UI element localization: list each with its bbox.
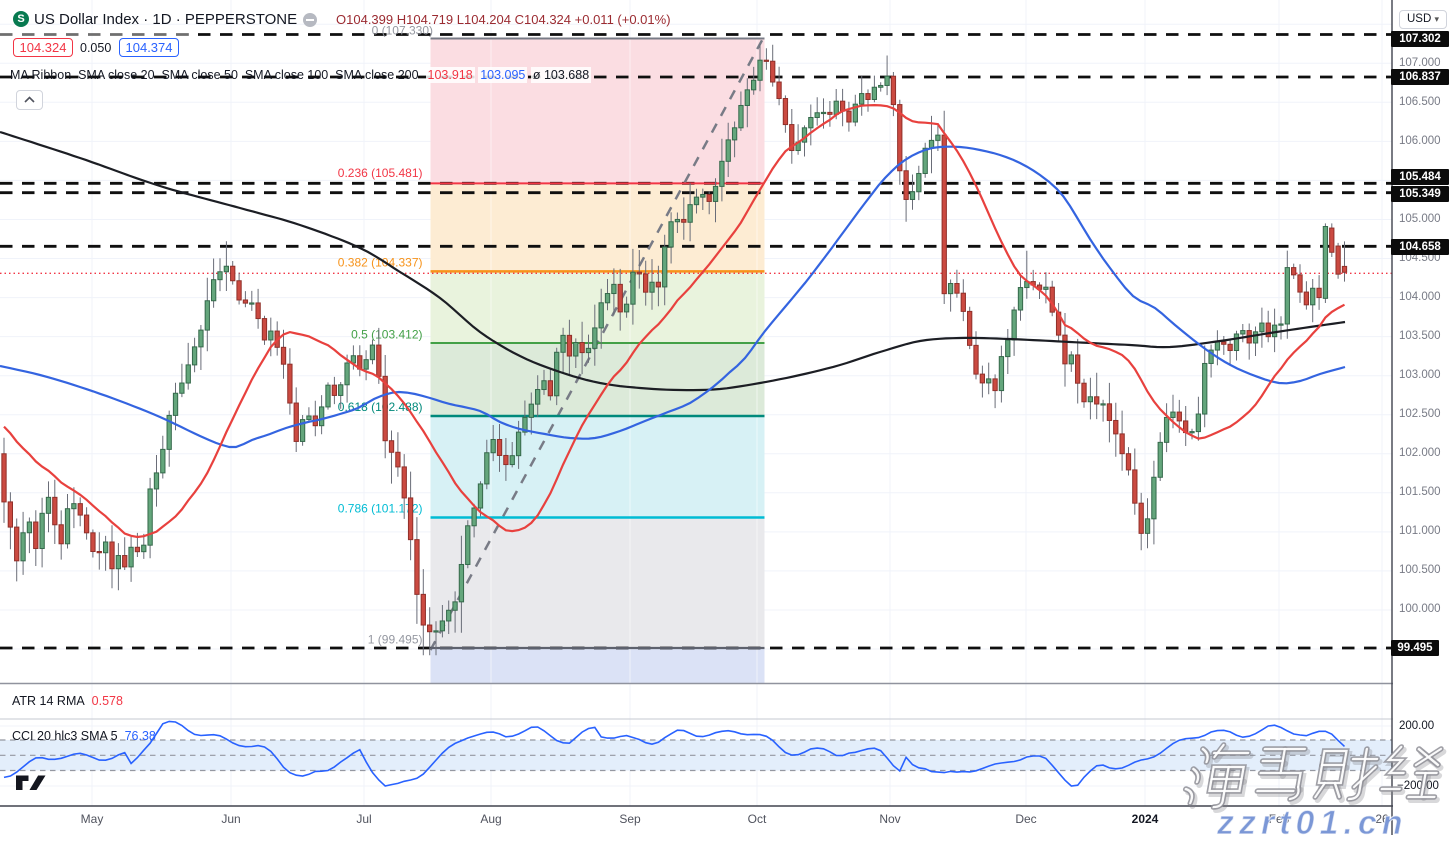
svg-text:0.382 (104.337): 0.382 (104.337) [338,256,423,270]
svg-text:0.5 (103.412): 0.5 (103.412) [351,328,422,342]
svg-text:1 (99.495): 1 (99.495) [368,633,423,647]
svg-text:0 (107.330): 0 (107.330) [372,24,433,38]
svg-text:0.236 (105.481): 0.236 (105.481) [338,166,423,180]
svg-text:0.618 (102.488): 0.618 (102.488) [338,400,423,414]
svg-text:0.786 (101.172): 0.786 (101.172) [338,502,423,516]
